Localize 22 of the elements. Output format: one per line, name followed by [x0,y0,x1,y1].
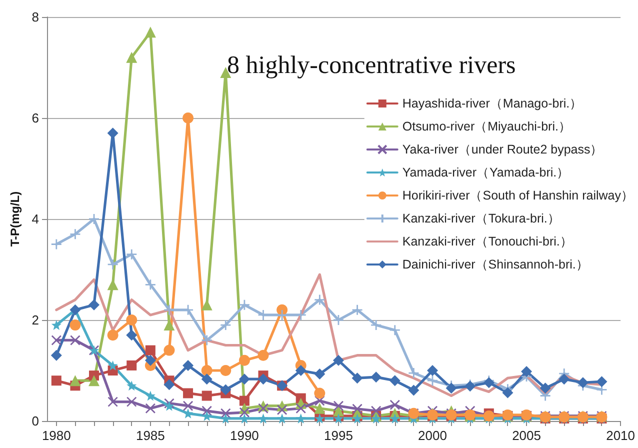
y-tick-label: 0 [32,414,39,428]
x-tick-label: 1990 [230,428,259,443]
legend-label: Kanzaki-river（Tonouchi-bri.） [402,234,573,248]
x-tick-label: 1995 [324,428,353,443]
y-tick-label: 6 [32,110,39,126]
legend-label: Yaka-river（under Route2 bypass） [402,142,604,156]
legend-label: Kanzaki-river（Tokura-bri.） [402,212,560,226]
text: 8 highly-concentrative rivers [227,52,516,79]
legend-label: Yamada-river（Yamada-bri.） [402,166,570,180]
x-tick-label: 1985 [136,428,165,443]
legend-label: Hayashida-river（Manago-bri.） [402,96,583,110]
x-tick-label: 2005 [512,428,541,443]
legend-label: Otsumo-river（Miyauchi-bri.） [402,120,572,134]
y-axis-title: T-P(mg/L) [8,191,22,247]
y-tick-label: 8 [32,10,39,24]
legend-label: Dainichi-river（Shinsannoh-bri.） [402,258,589,272]
x-tick-label: 2010 [606,428,635,443]
x-tick-label: 1980 [42,428,71,443]
y-tick-label: 4 [32,212,39,226]
legend-label: Horikiri-river（South of Hanshin railway） [402,188,634,202]
x-tick-label: 2000 [418,428,447,443]
y-tick-label: 2 [32,312,39,328]
